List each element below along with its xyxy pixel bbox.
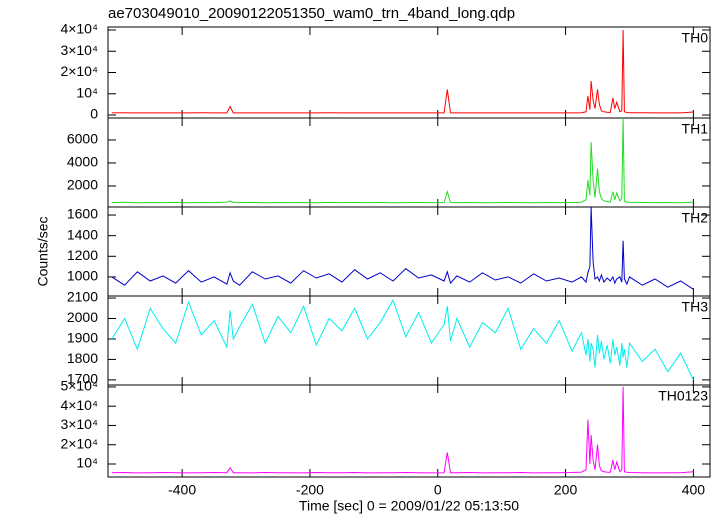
y-tick-label: 4×10⁴ [60, 397, 98, 413]
panel-label: TH1 [682, 121, 709, 137]
panel-frame [107, 295, 711, 386]
panel-frame [107, 206, 711, 297]
y-tick-label: 2×10⁴ [60, 63, 98, 79]
x-tick-label: -400 [168, 482, 196, 498]
panel-label: TH3 [682, 299, 709, 315]
y-tick-label: 1700 [67, 371, 98, 387]
panel-label: TH0 [682, 30, 709, 46]
panel-label: TH2 [682, 210, 709, 226]
y-tick-label: 4×10⁴ [60, 21, 98, 37]
panel-frame [107, 384, 711, 478]
y-tick-label: 1200 [67, 247, 98, 263]
y-tick-label: 3×10⁴ [60, 42, 98, 58]
y-tick-label: 2100 [67, 289, 98, 305]
light-curve [111, 117, 694, 204]
y-tick-label: 1900 [67, 330, 98, 346]
y-tick-label: 6000 [67, 131, 98, 147]
y-axis-label: Counts/sec [35, 216, 51, 286]
y-tick-label: 0 [90, 106, 98, 122]
y-tick-label: 3×10⁴ [60, 416, 98, 432]
y-tick-label: 2000 [67, 177, 98, 193]
light-curve [111, 29, 694, 114]
x-tick-label: 0 [434, 482, 442, 498]
panel-label: TH0123 [658, 388, 708, 404]
y-tick-label: 2×10⁴ [60, 435, 98, 451]
y-tick-label: 10⁴ [76, 455, 98, 471]
y-tick-label: 1400 [67, 226, 98, 242]
light-curve [111, 386, 694, 474]
x-tick-label: 200 [554, 482, 578, 498]
light-curve [111, 298, 694, 381]
y-tick-label: 1800 [67, 350, 98, 366]
y-tick-label: 1000 [67, 268, 98, 284]
y-tick-label: 2000 [67, 309, 98, 325]
y-tick-label: 4000 [67, 154, 98, 170]
x-axis-label: Time [sec] 0 = 2009/01/22 05:13:50 [299, 498, 519, 514]
y-tick-label: 10⁴ [76, 84, 98, 100]
light-curve [111, 206, 694, 290]
x-tick-label: 400 [682, 482, 706, 498]
panel-frame [107, 26, 711, 119]
panel-frame [107, 117, 711, 208]
y-tick-label: 5×10⁴ [60, 378, 98, 394]
chart-title: ae703049010_20090122051350_wam0_trn_4ban… [108, 5, 515, 22]
x-tick-label: -200 [296, 482, 324, 498]
y-tick-label: 1600 [67, 206, 98, 222]
